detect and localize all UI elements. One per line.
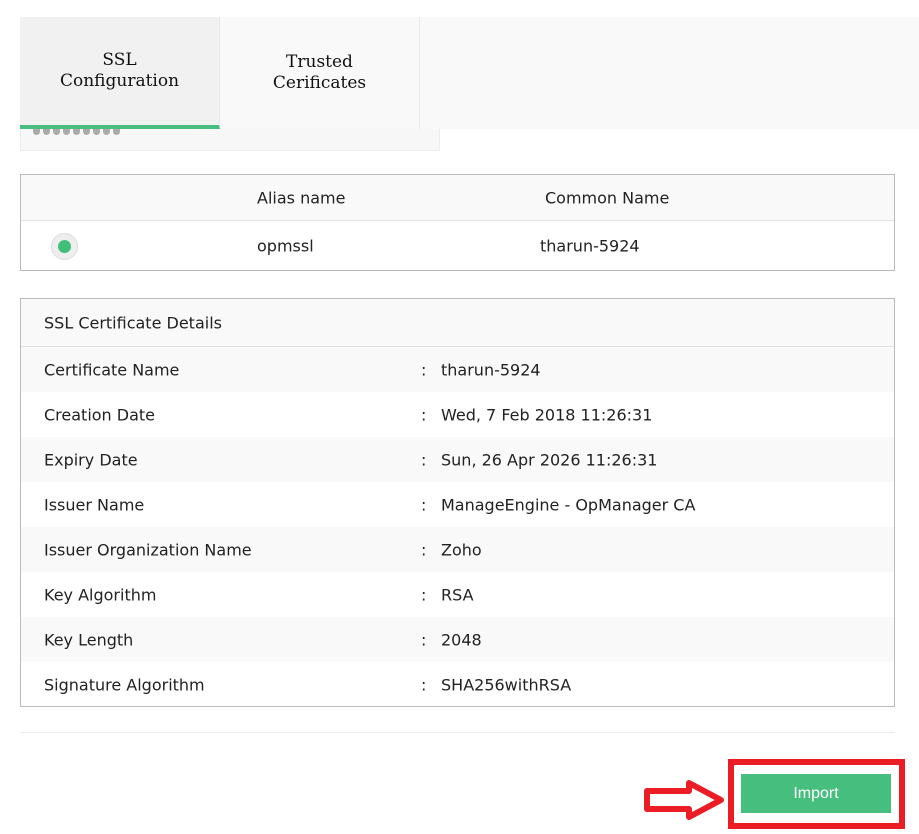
- password-dropdown-panel: [20, 129, 440, 151]
- details-header: SSL Certificate Details: [21, 299, 894, 347]
- tab-label: Trusted Cerificates: [272, 52, 367, 93]
- detail-label: Expiry Date: [44, 450, 138, 469]
- detail-value: Sun, 26 Apr 2026 11:26:31: [441, 450, 658, 469]
- detail-row: Issuer Name: ManageEngine - OpManager CA: [21, 482, 894, 527]
- detail-row: Key Length:2048: [21, 617, 894, 662]
- detail-separator: :: [421, 585, 427, 604]
- detail-label: Key Algorithm: [44, 585, 157, 604]
- highlight-box: [728, 759, 905, 829]
- detail-row: Signature Algorithm: SHA256withRSA: [21, 662, 894, 707]
- detail-separator: :: [421, 630, 427, 649]
- detail-separator: :: [421, 675, 427, 694]
- detail-separator: :: [421, 540, 427, 559]
- common-name-cell: tharun-5924: [540, 236, 640, 255]
- certificate-details: SSL Certificate Details Certificate Name…: [20, 298, 895, 707]
- arrow-icon: [644, 780, 724, 820]
- tab-ssl-configuration[interactable]: SSL Configuration: [20, 17, 220, 129]
- detail-value: 2048: [441, 630, 482, 649]
- detail-label: Issuer Organization Name: [44, 540, 252, 559]
- detail-row: Expiry Date: Sun, 26 Apr 2026 11:26:31: [21, 437, 894, 482]
- detail-value: tharun-5924: [441, 360, 541, 379]
- detail-row: Key Algorithm: RSA: [21, 572, 894, 617]
- table-row[interactable]: opmssl tharun-5924: [21, 221, 894, 270]
- detail-separator: :: [421, 495, 427, 514]
- detail-value: Wed, 7 Feb 2018 11:26:31: [441, 405, 653, 424]
- divider: [20, 732, 895, 733]
- detail-label: Certificate Name: [44, 360, 180, 379]
- detail-value: Zoho: [441, 540, 482, 559]
- tab-trusted-certificates[interactable]: Trusted Cerificates: [220, 17, 420, 129]
- certificate-table: Alias name Common Name opmssl tharun-592…: [20, 174, 895, 271]
- detail-row: Certificate Name: tharun-5924: [21, 347, 894, 392]
- tab-label: SSL Configuration: [59, 50, 180, 91]
- masked-password: [33, 129, 120, 135]
- alias-name-header: Alias name: [257, 188, 346, 207]
- detail-label: Creation Date: [44, 405, 156, 424]
- alias-cell: opmssl: [257, 236, 314, 255]
- detail-value: RSA: [441, 585, 474, 604]
- import-button[interactable]: Import: [741, 774, 891, 813]
- details-title: SSL Certificate Details: [44, 313, 222, 332]
- detail-row: Creation Date: Wed, 7 Feb 2018 11:26:31: [21, 392, 894, 437]
- tab-bar: SSL Configuration Trusted Cerificates: [20, 17, 919, 129]
- detail-separator: :: [421, 405, 427, 424]
- detail-separator: :: [421, 450, 427, 469]
- table-header: Alias name Common Name: [21, 175, 894, 221]
- detail-separator: :: [421, 360, 427, 379]
- detail-value: ManageEngine - OpManager CA: [441, 495, 696, 514]
- detail-label: Issuer Name: [44, 495, 145, 514]
- detail-value: SHA256withRSA: [441, 675, 572, 694]
- detail-label: Signature Algorithm: [44, 675, 205, 694]
- detail-label: Key Length: [44, 630, 134, 649]
- common-name-header: Common Name: [545, 188, 670, 207]
- detail-row: Issuer Organization Name: Zoho: [21, 527, 894, 572]
- certificate-radio[interactable]: [51, 233, 78, 260]
